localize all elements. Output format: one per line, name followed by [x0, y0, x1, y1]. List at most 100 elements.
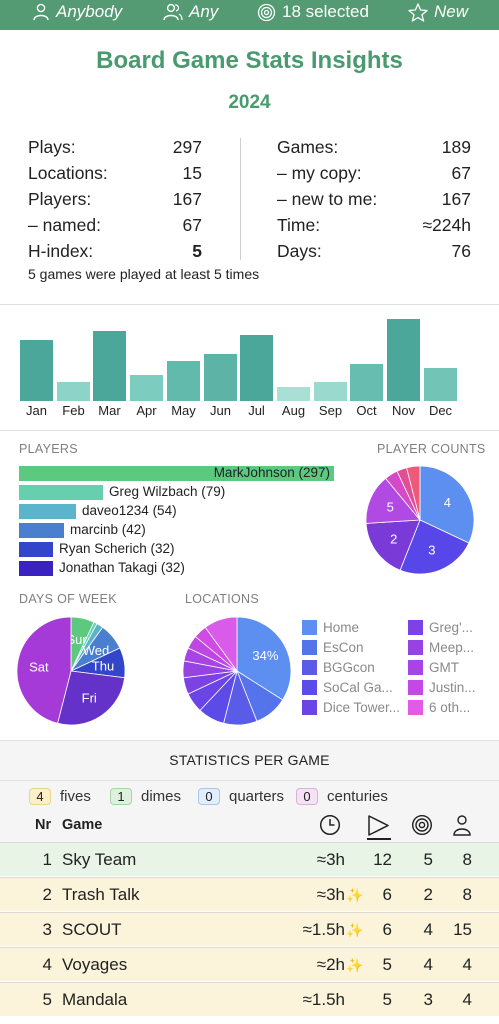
stat-time-value: ≈224h	[422, 215, 471, 235]
player-counts-pie-chart: 4 3 2 5	[365, 465, 475, 575]
column-header-time[interactable]	[319, 814, 341, 841]
stat-days-value: 76	[451, 241, 471, 261]
player-bar[interactable]	[19, 523, 64, 538]
cell-nr: 5	[42, 990, 52, 1009]
column-header-days[interactable]	[411, 814, 433, 841]
legend-label: GMT	[429, 660, 459, 675]
divider	[0, 430, 499, 431]
player-bar[interactable]	[19, 561, 53, 576]
cell-time: ≈2h	[316, 955, 345, 974]
month-bar	[130, 375, 163, 401]
table-row[interactable]: 3 SCOUT ≈1.5h ✨ 6 4 15	[0, 912, 499, 946]
month-label: Jun	[210, 403, 231, 418]
table-row[interactable]: 2 Trash Talk ≈3h ✨ 6 2 8	[0, 877, 499, 911]
month-bar	[277, 387, 310, 401]
person-icon	[453, 815, 471, 836]
player-counts-section-title: PLAYER COUNTS	[377, 442, 486, 456]
clock-icon	[319, 814, 341, 836]
cell-players: 15	[453, 920, 472, 939]
stats-per-game-title: STATISTICS PER GAME	[169, 752, 330, 768]
stat-locations-label: Locations:	[28, 163, 108, 183]
month-bar	[240, 335, 273, 401]
month-label: Mar	[98, 403, 121, 418]
new-sparkle-icon: ✨	[346, 922, 364, 938]
stat-plays-value: 297	[172, 137, 202, 157]
column-header-plays[interactable]	[366, 813, 392, 846]
player-bar[interactable]	[19, 504, 76, 519]
column-header-game[interactable]: Game	[62, 817, 103, 833]
page-title: Board Game Stats Insights	[96, 47, 403, 74]
pie-slice[interactable]	[406, 465, 421, 521]
stat-time-label: Time:	[277, 215, 321, 235]
legend-label: 6 oth...	[429, 700, 471, 715]
month-bar	[167, 361, 200, 401]
pie-slice[interactable]	[365, 519, 421, 571]
stat-mycopy-label: – my copy:	[277, 163, 362, 183]
column-header-players[interactable]	[452, 814, 472, 841]
filter-count[interactable]: Any	[163, 0, 218, 24]
stat-named-label: – named:	[28, 215, 101, 235]
month-label: Oct	[356, 403, 377, 418]
locations-pie-chart: 34%	[182, 616, 292, 726]
legend-label: EsCon	[323, 640, 364, 655]
cell-game: Mandala	[62, 990, 128, 1009]
filter-bar: Anybody Any 18 selected New	[0, 0, 499, 30]
filter-status[interactable]: New	[408, 0, 468, 24]
cell-game: SCOUT	[62, 920, 122, 939]
filter-selected[interactable]: 18 selected	[257, 0, 369, 24]
filter-count-label: Any	[189, 2, 219, 21]
player-bar-label: marcinb (42)	[70, 522, 146, 537]
pie-slice-label: Sat	[29, 659, 49, 674]
column-header-nr[interactable]: Nr	[35, 817, 52, 833]
legend-item: Greg'...	[408, 620, 473, 635]
milestone-chip-count[interactable]: 1	[110, 788, 132, 805]
pie-slice[interactable]	[365, 477, 421, 524]
player-bar[interactable]	[19, 466, 334, 481]
pie-slice[interactable]	[57, 670, 126, 726]
year-label: 2024	[228, 92, 271, 113]
month-bar	[20, 340, 53, 401]
pie-slice[interactable]	[399, 519, 470, 575]
divider	[0, 740, 499, 741]
legend-item: Home	[302, 620, 359, 635]
month-bar	[204, 354, 237, 401]
pie-slice-label: 5	[387, 500, 394, 515]
cell-time: ≈1.5h	[302, 990, 345, 1009]
pie-slice[interactable]	[204, 616, 238, 673]
cell-game: Trash Talk	[62, 885, 140, 904]
month-bar	[314, 382, 347, 401]
stat-plays-label: Plays:	[28, 137, 76, 157]
milestone-chip-count[interactable]: 0	[296, 788, 318, 805]
legend-label: Home	[323, 620, 360, 635]
legend-item: GMT	[408, 660, 459, 675]
table-row[interactable]: 4 Voyages ≈2h ✨ 5 4 4	[0, 947, 499, 981]
filter-status-label: New	[434, 2, 469, 21]
milestone-chip-count[interactable]: 4	[29, 788, 51, 805]
cell-days: 5	[423, 850, 433, 869]
stat-newtome-label: – new to me:	[277, 189, 378, 209]
pie-slice[interactable]	[419, 465, 475, 544]
table-row[interactable]: 1 Sky Team ≈3h 12 5 8	[0, 842, 499, 876]
month-label: Nov	[391, 403, 416, 418]
legend-swatch	[302, 620, 317, 635]
player-bar[interactable]	[19, 485, 103, 500]
pie-slice[interactable]	[16, 616, 72, 724]
player-bar-label: Jonathan Takagi (32)	[59, 560, 185, 575]
stat-locations-value: 15	[182, 163, 202, 183]
legend-item: Dice Tower...	[302, 700, 400, 715]
milestone-chip-count[interactable]: 0	[198, 788, 220, 805]
player-bar-label: Ryan Scherich (32)	[59, 541, 175, 556]
filter-player[interactable]: Anybody	[32, 0, 122, 24]
player-bar-label: Greg Wilzbach (79)	[109, 484, 226, 499]
legend-swatch	[302, 640, 317, 655]
filter-player-label: Anybody	[56, 2, 123, 21]
divider	[0, 780, 499, 781]
table-row[interactable]: 5 Mandala ≈1.5h 5 3 4	[0, 982, 499, 1016]
pie-slice-label: 3	[428, 543, 435, 558]
player-bar[interactable]	[19, 542, 53, 557]
cell-plays: 6	[382, 920, 392, 939]
h-index-footnote: 5 games were played at least 5 times	[28, 266, 260, 282]
stat-named-value: 67	[182, 215, 202, 235]
legend-item: SoCal Ga...	[302, 680, 393, 695]
